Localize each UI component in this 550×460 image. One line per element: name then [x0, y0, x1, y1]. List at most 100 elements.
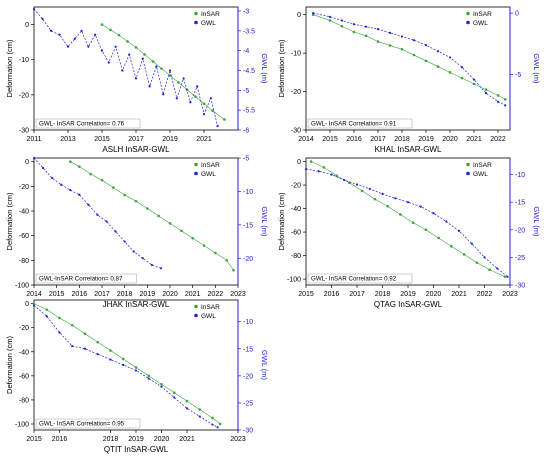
- gwl-point: [185, 407, 189, 410]
- legend-label: InSAR: [473, 162, 492, 169]
- gwl-point: [83, 347, 87, 350]
- gwl-point: [49, 29, 53, 32]
- y-tick-label: -40: [291, 206, 301, 213]
- gwl-point: [66, 45, 70, 48]
- gwl-point: [330, 173, 333, 176]
- insar-point: [180, 229, 183, 233]
- gwl-series-line: [313, 12, 506, 106]
- y2-tick-label: -5: [243, 88, 249, 95]
- insar-point: [223, 118, 226, 121]
- insar-point: [437, 236, 440, 240]
- y-tick-label: -100: [15, 283, 29, 290]
- gwl-point: [87, 203, 90, 206]
- chart-subtitle: QTAG InSAR-GWL: [374, 300, 443, 309]
- insar-point: [58, 316, 61, 320]
- insar-point: [68, 160, 72, 163]
- insar-point: [45, 308, 49, 311]
- legend-label: GWL: [201, 171, 216, 178]
- gwl-point: [216, 124, 219, 128]
- correlation-annotation: GWL- InSAR Correlation= 0.91: [311, 121, 397, 128]
- insar-point: [198, 408, 202, 411]
- insar-point: [126, 40, 129, 43]
- insar-point: [172, 391, 176, 394]
- y2-tick-label: -5.5: [243, 108, 255, 115]
- y2-tick-label: -15: [243, 222, 253, 229]
- x-tick-label: 2019: [400, 291, 416, 298]
- gwl-point: [160, 385, 163, 388]
- insar-point: [151, 60, 155, 63]
- gwl-point: [109, 358, 112, 361]
- insar-point: [211, 416, 214, 420]
- insar-series-line: [101, 24, 225, 120]
- y2-tick-label: -5: [515, 72, 521, 79]
- gwl-point: [198, 415, 201, 418]
- insar-point: [143, 53, 146, 56]
- insar-point: [134, 46, 138, 49]
- legend-gwl-marker: [466, 171, 470, 176]
- annotation-box: [35, 273, 137, 284]
- insar-point: [194, 95, 197, 98]
- gwl-point: [41, 166, 45, 170]
- gwl-point: [209, 97, 212, 100]
- gwl-point: [445, 220, 448, 223]
- legend-label: InSAR: [201, 304, 220, 311]
- gwl-point: [96, 353, 99, 356]
- gwl-point: [328, 15, 332, 18]
- gwl-point: [432, 212, 435, 215]
- x-tick-label: 2016: [72, 291, 88, 298]
- gwl-point: [388, 31, 392, 34]
- x-tick-label: 2017: [94, 291, 110, 298]
- y-tick-label: -60: [19, 373, 29, 380]
- gwl-point: [424, 44, 428, 47]
- y2-tick-label: -10: [515, 172, 525, 179]
- insar-point: [32, 302, 36, 305]
- y2-tick-label: -30: [515, 283, 525, 290]
- x-tick-label: 2018: [103, 436, 119, 443]
- x-tick-label: 2015: [26, 436, 42, 443]
- gwl-point: [58, 33, 61, 36]
- x-tick-label: 2014: [26, 291, 42, 298]
- annotation-box: [35, 118, 141, 129]
- gwl-point: [155, 65, 158, 68]
- gwl-point: [504, 104, 507, 107]
- legend-insar-marker: [194, 11, 198, 16]
- gwl-point: [69, 188, 72, 192]
- insar-series-line: [70, 161, 234, 271]
- y-tick-label: -40: [19, 209, 29, 216]
- gwl-point: [32, 7, 36, 11]
- legend-gwl-marker: [194, 20, 198, 25]
- insar-point: [157, 214, 160, 218]
- gwl-series-line: [33, 305, 218, 428]
- annotation-box: [307, 118, 413, 129]
- y-axis-label: Deformation (cm): [5, 192, 14, 250]
- insar-point: [424, 59, 428, 63]
- legend-label: InSAR: [201, 162, 220, 169]
- gwl-point: [150, 263, 153, 267]
- gwl-point: [32, 304, 36, 307]
- y-tick-label: -30: [291, 128, 301, 135]
- legend-label: GWL: [473, 20, 488, 27]
- insar-point: [100, 23, 104, 26]
- gwl-point: [457, 229, 461, 232]
- x-tick-label: 2022: [490, 136, 506, 143]
- y-axis-label: Deformation (cm): [277, 192, 286, 250]
- gwl-point: [114, 45, 117, 48]
- insar-point: [388, 44, 392, 47]
- gwl-point: [496, 100, 500, 103]
- insar-point: [503, 275, 507, 279]
- x-tick-label: 2020: [426, 291, 442, 298]
- x-tick-label: 2013: [60, 136, 76, 143]
- insar-series-line: [310, 161, 506, 278]
- insar-point: [211, 109, 214, 112]
- y-tick-label: -60: [291, 230, 301, 237]
- x-tick-label: 2014: [298, 136, 314, 143]
- x-tick-label: 2022: [477, 291, 493, 298]
- y2-tick-label: -20: [243, 373, 253, 380]
- insar-point: [360, 189, 364, 193]
- gwl-point: [45, 315, 48, 318]
- gwl-point: [121, 69, 124, 72]
- gwl-point: [394, 197, 397, 200]
- insar-point: [348, 181, 351, 184]
- legend-label: InSAR: [473, 11, 492, 18]
- gwl-point: [80, 29, 83, 32]
